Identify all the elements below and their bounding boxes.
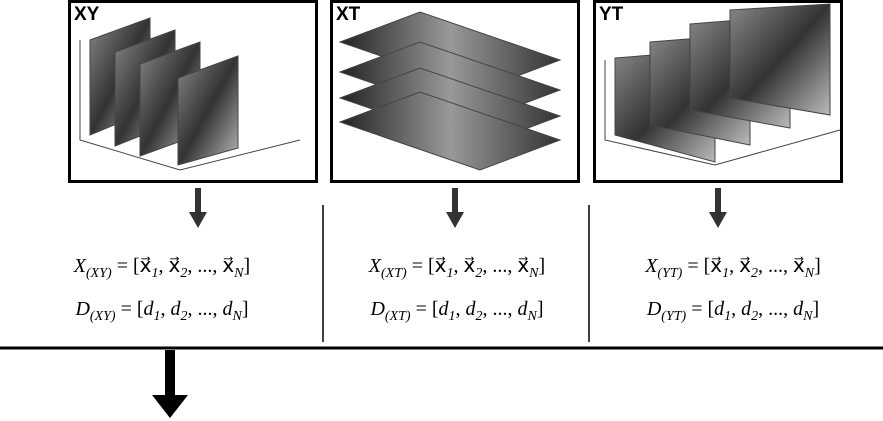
formula-subscript: N <box>233 266 244 281</box>
formula-token: , ..., <box>758 255 793 277</box>
formula: D(XY) = [d1, d2, ..., dN] <box>74 298 248 324</box>
formula-token: D <box>74 298 90 320</box>
formula-token: , <box>158 255 168 277</box>
formula-subscript: 2 <box>180 266 187 281</box>
formula-subscript: (YT) <box>661 309 686 324</box>
formula-token: x⃗ <box>517 255 529 277</box>
formula: X(XT) = [x⃗1, x⃗2, ..., x⃗N] <box>368 255 545 281</box>
formula-subscript: 2 <box>751 266 758 281</box>
formula-subscript: 1 <box>449 309 456 324</box>
formula-token: = [ <box>407 255 435 277</box>
formula-subscript: 2 <box>181 309 188 324</box>
formula-token: , <box>456 298 466 320</box>
formula-token: x⃗ <box>739 255 751 277</box>
formula-token: = [ <box>411 298 439 320</box>
formula-token: D <box>646 298 662 320</box>
formula-token: ] <box>812 298 819 320</box>
formula-token: x⃗ <box>222 255 234 277</box>
formula-token: x⃗ <box>435 255 447 277</box>
formula-token: X <box>644 255 658 277</box>
formula-token: , ..., <box>188 298 223 320</box>
formula-subscript: 2 <box>476 309 483 324</box>
formula-token: = [ <box>686 298 714 320</box>
formula-subscript: (XT) <box>381 266 407 281</box>
formula-token: D <box>369 298 385 320</box>
formula-token: , ..., <box>483 298 518 320</box>
formula-token: , <box>731 298 741 320</box>
formula-token: x⃗ <box>463 255 475 277</box>
formula-token: x⃗ <box>168 255 180 277</box>
formula-subscript: 1 <box>722 266 729 281</box>
formula-token: , <box>161 298 171 320</box>
panel-label: XY <box>74 4 100 25</box>
formula-token: ] <box>244 255 251 277</box>
formula-token: X <box>368 255 382 277</box>
formula-token: , <box>453 255 463 277</box>
formula-token: , ..., <box>482 255 517 277</box>
formula-token: ] <box>242 298 249 320</box>
formula-token: = [ <box>682 255 710 277</box>
formula-subscript: 1 <box>446 266 453 281</box>
formula-subscript: 2 <box>751 309 758 324</box>
formula-token: = [ <box>116 298 144 320</box>
formula-subscript: (XT) <box>385 309 411 324</box>
formula: D(XT) = [d1, d2, ..., dN] <box>369 298 543 324</box>
formula-token: X <box>73 255 87 277</box>
panel-label: XT <box>336 4 361 25</box>
formula: X(YT) = [x⃗1, x⃗2, ..., x⃗N] <box>644 255 821 281</box>
formula-token: ] <box>814 255 821 277</box>
formula-subscript: 1 <box>724 309 731 324</box>
formula-subscript: N <box>527 309 538 324</box>
formula-subscript: N <box>232 309 243 324</box>
formula-subscript: 1 <box>154 309 161 324</box>
formula-token: x⃗ <box>793 255 805 277</box>
formula-subscript: N <box>528 266 539 281</box>
formula-subscript: (YT) <box>657 266 682 281</box>
formula-token: , ..., <box>187 255 222 277</box>
formula-token: ] <box>537 298 544 320</box>
formula-subscript: 2 <box>475 266 482 281</box>
formula-subscript: 1 <box>151 266 158 281</box>
formula: X(XY) = [x⃗1, x⃗2, ..., x⃗N] <box>73 255 250 281</box>
formula-token: x⃗ <box>710 255 722 277</box>
formula-token: ] <box>539 255 546 277</box>
formula-subscript: (XY) <box>90 309 116 324</box>
formula-subscript: N <box>804 266 815 281</box>
formula-token: , ..., <box>758 298 793 320</box>
panel-images <box>70 2 842 182</box>
formula-subscript: N <box>802 309 813 324</box>
formula-subscript: (XY) <box>86 266 112 281</box>
diagram: XYX(XY) = [x⃗1, x⃗2, ..., x⃗N]D(XY) = [d… <box>0 0 883 421</box>
formula-token: , <box>729 255 739 277</box>
formula-token: = [ <box>112 255 140 277</box>
formula-token: x⃗ <box>140 255 152 277</box>
panel-label: YT <box>599 4 624 25</box>
formula: D(YT) = [d1, d2, ..., dN] <box>646 298 819 324</box>
